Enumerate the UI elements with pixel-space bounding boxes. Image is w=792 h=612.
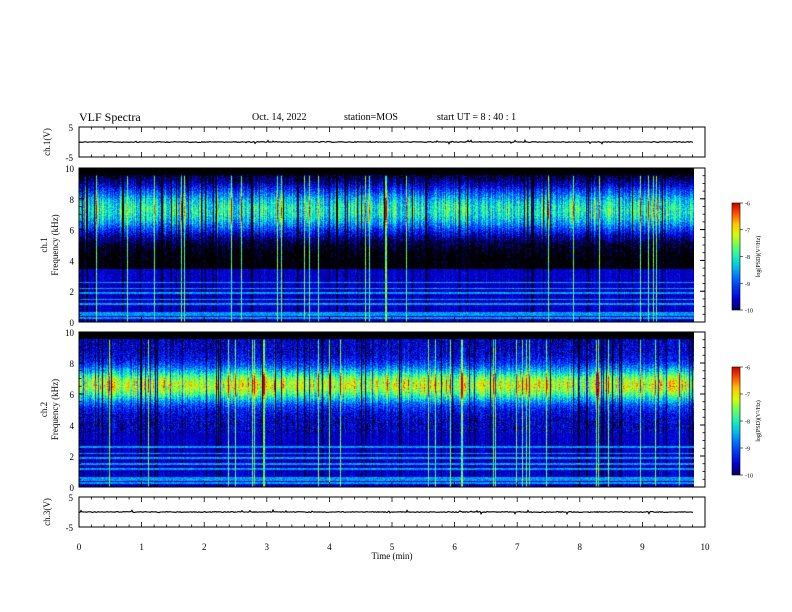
y-tick-label: 5 — [69, 123, 74, 133]
colorbar-tick-label: -8 — [745, 255, 750, 261]
x-axis: 0 1 2 3 4 5 6 7 8 9 10 Time (min) — [77, 542, 710, 561]
y-tick-label: 6 — [70, 390, 75, 400]
colorbar-label: log(PSD)(V²/Hz) — [755, 236, 762, 277]
colorbar-tick-label: -9 — [745, 282, 750, 288]
x-tick-label: 7 — [515, 542, 520, 552]
y-tick-label: 4 — [70, 421, 75, 431]
colorbar-tick-label: -6 — [745, 202, 750, 208]
chart-title: VLF Spectra — [79, 110, 141, 124]
x-tick-label: 3 — [265, 542, 270, 552]
colorbar — [731, 202, 741, 311]
ch2-spectrogram-image — [79, 332, 694, 487]
colorbar-tick-label: -8 — [745, 420, 750, 426]
colorbar — [731, 366, 741, 476]
y-axis-label-frequency: Frequency (kHz) — [50, 214, 60, 275]
ch1-spectrogram-image — [79, 168, 694, 322]
y-axis-label-frequency: Frequency (kHz) — [50, 379, 60, 440]
colorbar-tick-label: -10 — [745, 309, 753, 315]
date-label: Oct. 14, 2022 — [252, 112, 307, 123]
colorbar-tick-label: -10 — [745, 474, 753, 480]
x-tick-label: 5 — [390, 542, 395, 552]
y-tick-label: -5 — [66, 523, 74, 533]
x-tick-label: 2 — [202, 542, 207, 552]
y-tick-label: 10 — [65, 164, 75, 174]
y-axis-label-channel: ch.1 — [39, 237, 49, 252]
x-axis-label: Time (min) — [372, 551, 413, 561]
y-axis-label-channel: ch.2 — [39, 402, 49, 417]
colorbar-tick-label: -6 — [745, 366, 750, 372]
y-axis-label: ch.3(V) — [42, 498, 52, 526]
y-tick-label: 2 — [70, 287, 75, 297]
start-ut-label: start UT = 8 : 40 : 1 — [437, 112, 517, 123]
y-tick-label: 8 — [70, 195, 75, 205]
x-tick-label: 1 — [139, 542, 144, 552]
signal-trace — [78, 138, 694, 145]
x-tick-label: 4 — [327, 542, 332, 552]
y-tick-label: 6 — [70, 226, 75, 236]
ch1-spectrogram-panel: 0 2 4 6 8 10 ch.1 Frequency (kHz) — [39, 164, 706, 328]
y-tick-label: 8 — [70, 359, 75, 369]
y-axis-label: ch.1(V) — [42, 128, 52, 156]
colorbar-tick-label: -7 — [745, 393, 750, 399]
ch3-waveform-panel: 5 -5 ch.3(V) — [42, 493, 706, 533]
y-tick-label: 0 — [70, 318, 75, 328]
signal-trace — [78, 508, 694, 516]
colorbar-tick-label: -9 — [745, 447, 750, 453]
ch2-spectrogram-panel: 0 2 4 6 8 10 ch.2 Frequency (kHz) — [39, 328, 706, 493]
y-tick-label: 5 — [69, 493, 74, 503]
y-tick-label: 10 — [65, 328, 75, 338]
x-tick-label: 9 — [640, 542, 645, 552]
y-tick-label: -5 — [66, 153, 74, 163]
colorbar-tick-label: -7 — [745, 228, 750, 234]
station-label: station=MOS — [344, 112, 398, 123]
colorbar-label: log(PSD)(V²/Hz) — [755, 400, 762, 441]
x-tick-label: 8 — [578, 542, 583, 552]
x-tick-label: 0 — [77, 542, 82, 552]
y-tick-label: 0 — [70, 483, 75, 493]
y-tick-label: 2 — [70, 452, 75, 462]
y-tick-label: 4 — [70, 256, 75, 266]
x-tick-label: 10 — [701, 542, 711, 552]
colorbars: -6 -7 -8 -9 -10 log(PSD)(V²/Hz) -6 -7 -8 -9 -10 log… — [731, 202, 762, 480]
ch1-waveform-panel: 5 -5 ch.1(V) — [42, 123, 706, 163]
x-tick-label: 6 — [452, 542, 457, 552]
